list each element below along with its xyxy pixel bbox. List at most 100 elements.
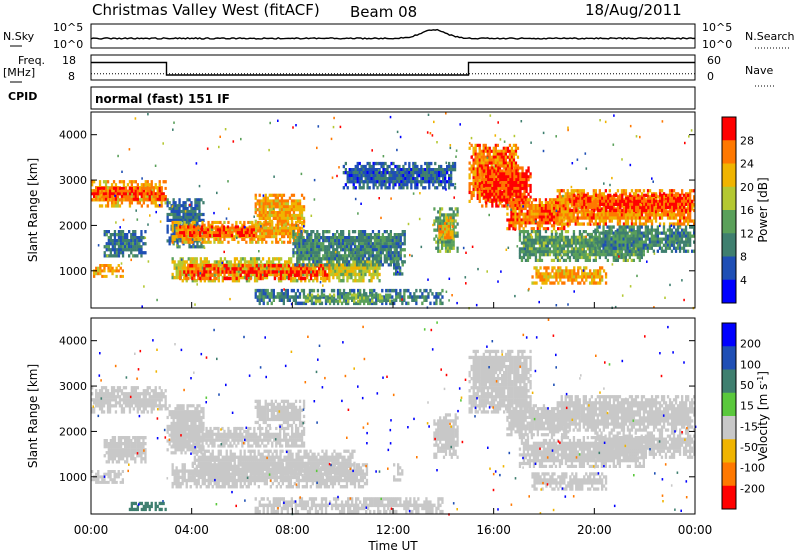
nave-label: Nave [745,64,773,77]
power-cell [438,230,441,234]
power-cell [554,230,558,234]
power-cell [233,273,236,277]
power-cell [353,236,357,240]
power-cell [279,276,283,281]
power-cell [512,221,515,225]
power-cell [550,209,554,213]
power-cell [353,242,357,246]
power-cell [397,242,400,246]
power-cell [528,247,532,251]
power-cell [187,270,190,274]
power-cell [561,227,564,231]
power-cell [525,189,528,193]
power-cell [574,253,578,257]
power-cell [377,251,381,255]
power-cell [389,299,392,303]
power-cell [385,239,388,243]
power-cell [404,180,407,184]
power-cell [438,174,441,178]
power-cell [260,199,263,203]
power-cell [430,171,433,175]
power-cell [510,164,514,168]
power-cell [162,195,165,198]
power-cell [399,298,402,302]
power-cell [237,240,240,244]
power-cell [524,241,528,245]
power-cell [185,237,188,241]
power-cell [294,251,297,255]
power-cell [229,266,233,270]
power-cell [132,189,135,193]
power-cell [450,213,453,217]
power-cell [263,275,267,280]
power-cell [468,146,471,150]
power-cell [267,264,270,268]
power-cell [268,208,271,212]
power-cell [515,192,518,196]
power-cell [211,232,214,236]
power-cell [298,257,301,261]
power-cell [393,266,396,270]
power-cell [114,204,118,208]
power-cell [175,275,178,280]
power-cell [530,241,534,245]
power-cell [387,263,390,267]
power-cell [437,292,440,296]
power-cell [324,279,327,283]
power-cell [290,219,294,223]
power-cell [506,206,509,211]
power-cell [338,292,342,296]
power-cell [211,273,214,277]
power-cell [219,240,222,244]
power-cell [387,254,390,258]
power-cell [166,215,169,219]
power-cell [379,239,383,243]
power-cell [376,263,379,267]
power-cell [348,266,351,270]
power-cell [136,254,139,258]
power-cell [330,236,333,240]
power-cell [478,185,481,189]
power-cell [183,264,186,268]
power-cell [501,186,504,191]
power-cell [408,180,411,184]
power-cell [432,183,435,187]
power-cell [97,272,100,276]
power-cell [439,219,442,223]
power-cell [478,179,481,183]
power-cell [179,229,182,233]
power-cell [195,228,198,232]
power-cell [195,233,198,237]
power-cell [195,237,198,241]
power-cell [364,177,367,181]
power-cell [288,211,292,215]
power-cell [328,279,331,283]
power-cell [548,253,552,257]
power-cell [472,190,475,195]
power-cell [358,272,361,277]
power-cell [476,164,479,168]
power-cell [546,204,550,208]
power-cell [330,239,333,243]
power-cell [205,266,208,270]
power-cell [526,201,529,205]
power-cell [559,198,562,202]
power-cell [136,195,139,198]
power-cell [383,242,386,246]
power-cell [292,205,296,209]
power-cell [98,183,102,187]
power-cell [438,233,441,237]
power-cell [168,212,171,217]
power-cell [171,257,174,261]
power-cell [195,226,198,230]
power-cell [414,171,417,175]
power-cell [489,189,492,193]
power-cell [478,143,481,147]
power-cell [98,197,102,201]
power-cell [199,237,202,241]
power-cell [385,248,388,252]
power-cell [227,232,230,236]
power-cell [268,205,271,209]
power-cell [207,260,210,264]
power-cell [514,143,518,147]
